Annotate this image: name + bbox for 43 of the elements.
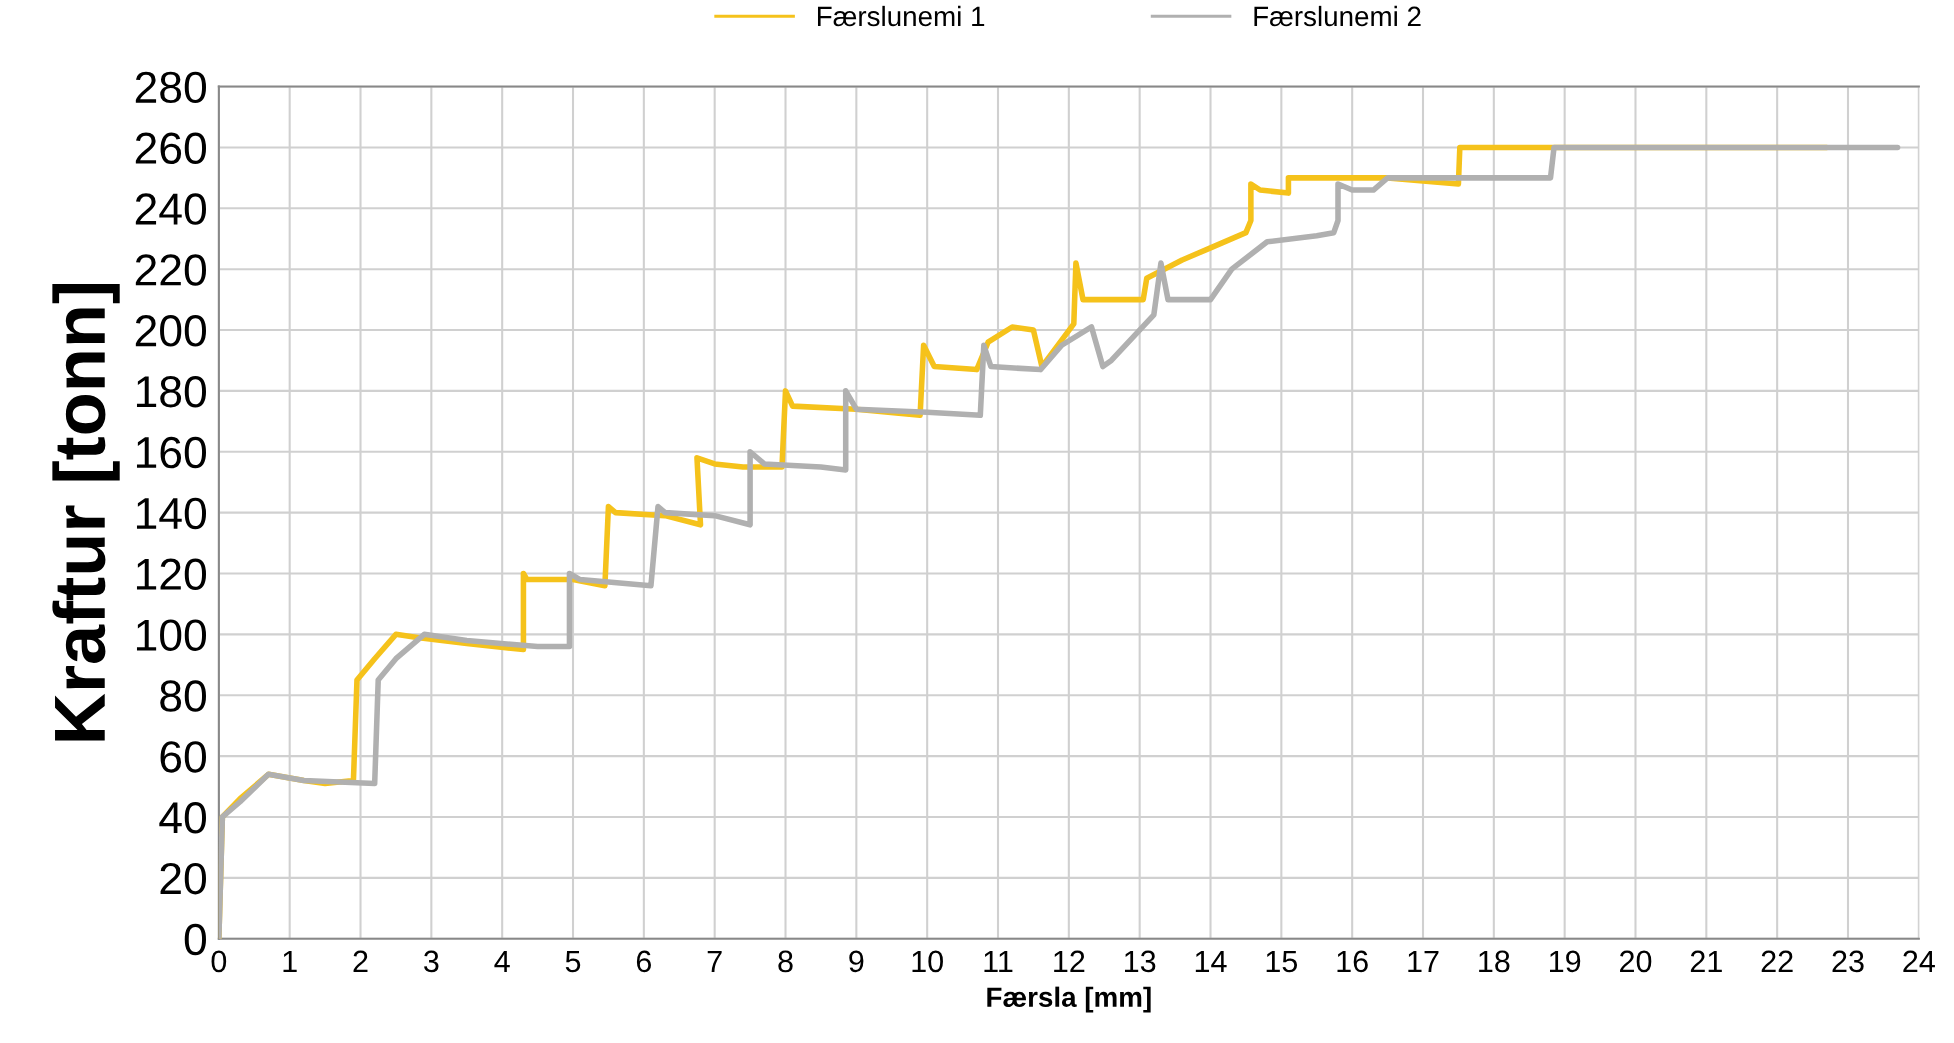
x-tick-label: 8 [778, 950, 793, 973]
x-tick-label: 14 [1195, 950, 1227, 972]
x-tick-label: 19 [1550, 950, 1581, 973]
y-tick-label: 200 [135, 315, 207, 347]
x-tick-label: 9 [849, 950, 864, 973]
y-tick-label: 140 [136, 497, 207, 530]
legend-label: Færslunemi 1 [817, 5, 985, 27]
x-tick-label: 1 [283, 950, 297, 972]
x-tick-label: 16 [1337, 950, 1368, 973]
y-axis-title: Kraftur [tonn] [52, 284, 120, 741]
x-tick-label: 3 [424, 950, 439, 973]
y-tick-label: 120 [136, 558, 207, 591]
y-tick-label: 20 [160, 862, 206, 895]
x-tick-label: 12 [1054, 950, 1085, 972]
y-tick-label: 180 [136, 375, 207, 408]
x-axis-title: Færsla [mm] [987, 986, 1151, 1013]
y-tick-label: 260 [135, 132, 207, 164]
x-tick-label: 11 [984, 950, 1013, 972]
y-tick-label: 280 [135, 71, 207, 104]
x-tick-label: 24 [1903, 950, 1935, 972]
x-tick-label: 5 [565, 950, 581, 973]
x-tick-label: 18 [1479, 950, 1510, 973]
x-tick-label: 22 [1761, 950, 1793, 972]
y-tick-label: 40 [159, 802, 206, 834]
x-tick-label: 23 [1832, 950, 1864, 973]
x-tick-label: 10 [912, 950, 943, 973]
y-tick-label: 240 [135, 193, 207, 225]
x-tick-label: 13 [1125, 950, 1156, 973]
x-tick-label: 20 [1620, 950, 1652, 973]
y-tick-label: 100 [136, 619, 207, 651]
x-tick-label: 21 [1690, 950, 1722, 972]
legend-label: Færslunemi 2 [1254, 5, 1421, 27]
x-tick-label: 15 [1266, 950, 1298, 973]
x-tick-label: 17 [1408, 950, 1439, 972]
y-tick-label: 220 [135, 254, 207, 286]
x-tick-label: 7 [707, 950, 722, 972]
x-tick-label: 6 [636, 950, 651, 973]
y-tick-label: 60 [160, 741, 206, 773]
x-tick-label: 0 [211, 950, 227, 973]
y-tick-label: 80 [160, 680, 206, 712]
y-tick-label: 160 [136, 436, 207, 469]
x-tick-label: 4 [494, 950, 510, 972]
x-tick-label: 2 [353, 950, 368, 972]
